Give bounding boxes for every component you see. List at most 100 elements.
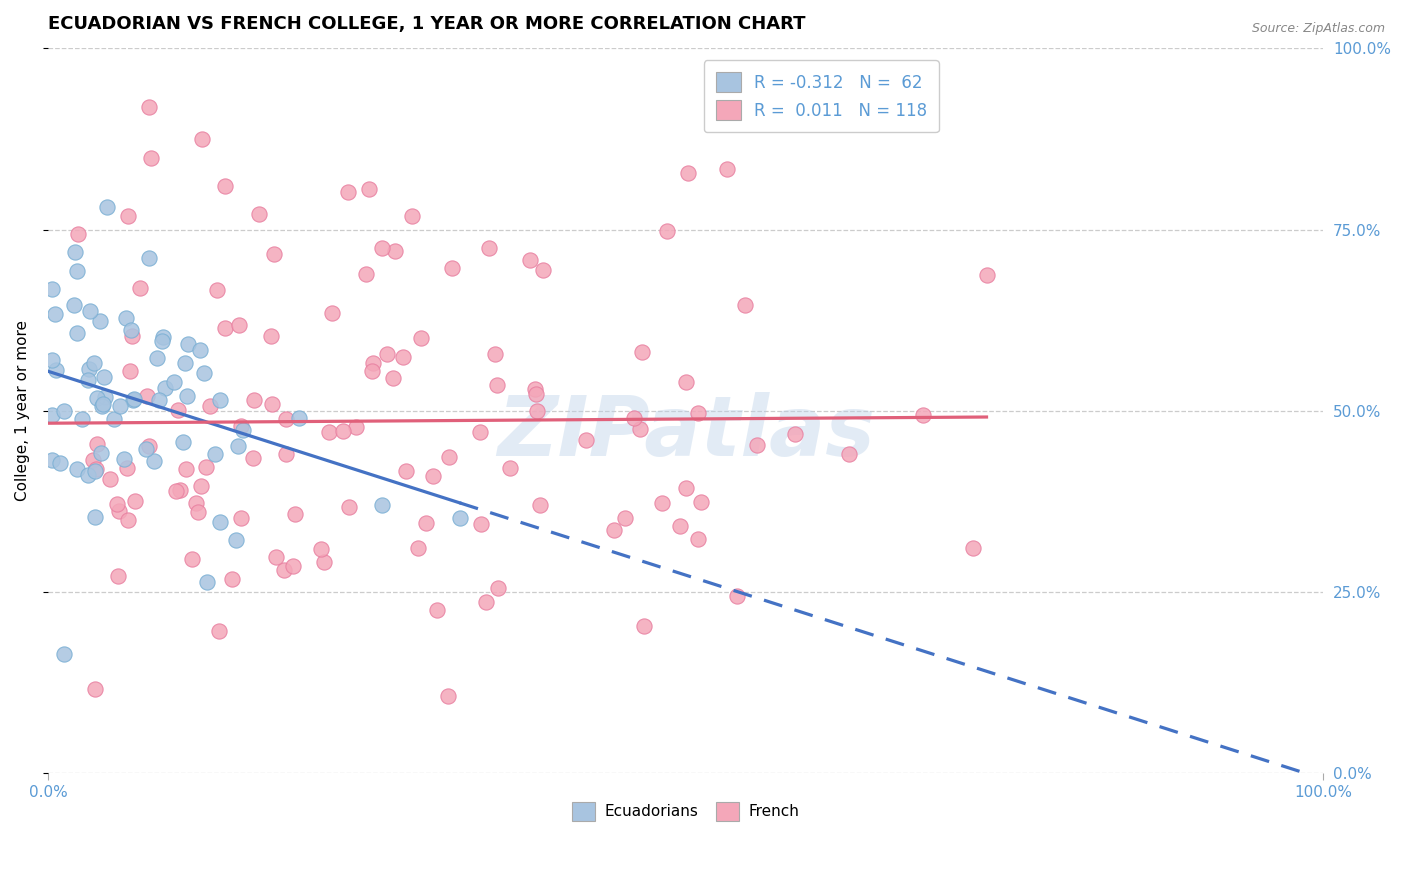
Point (628, 422, 651, 436)
Point (838, 447, 860, 461)
Point (478, 241, 501, 255)
Point (422, 469, 444, 483)
Point (337, 500, 360, 514)
Point (631, 344, 654, 359)
Point (688, 532, 710, 546)
Point (655, 224, 678, 238)
Point (321, 306, 343, 320)
Point (162, 375, 184, 389)
Point (384, 244, 406, 258)
Point (166, 402, 188, 417)
Point (208, 393, 231, 408)
Point (274, 411, 297, 425)
Point (669, 519, 692, 533)
Point (274, 446, 297, 460)
Point (441, 260, 464, 275)
Point (716, 161, 738, 176)
Point (105, 497, 128, 511)
Point (337, 185, 360, 199)
Point (475, 595, 498, 609)
Point (187, 505, 209, 519)
Point (519, 252, 541, 267)
Point (145, 351, 167, 365)
Point (91, 400, 114, 414)
Point (449, 510, 471, 524)
Point (214, 320, 236, 334)
Point (228, 318, 250, 332)
Point (84, 682, 107, 697)
Point (143, 453, 166, 467)
Point (67, 227, 90, 241)
Point (41, 353, 63, 368)
Point (65, 326, 87, 341)
Point (371, 241, 394, 255)
Point (115, 311, 138, 326)
Point (89, 314, 111, 328)
Point (912, 408, 935, 422)
Point (205, 283, 228, 297)
Point (468, 425, 491, 439)
Point (173, 356, 195, 370)
Point (613, 511, 636, 525)
Point (208, 624, 231, 638)
Point (83, 356, 105, 370)
Point (962, 541, 984, 556)
Point (361, 364, 384, 378)
Point (110, 399, 132, 413)
Point (208, 515, 231, 529)
Point (690, 495, 713, 509)
Point (406, 541, 429, 555)
Point (41, 408, 63, 422)
Point (211, 792, 233, 806)
Point (232, 423, 254, 437)
Point (678, 166, 700, 180)
Point (191, 132, 214, 146)
Point (264, 550, 287, 565)
Point (77, 468, 100, 483)
Point (623, 410, 645, 425)
Point (120, 364, 142, 378)
Point (44, 307, 66, 321)
Point (260, 329, 283, 343)
Point (84, 509, 107, 524)
Point (499, 461, 522, 475)
Point (229, 418, 252, 433)
Point (318, 425, 340, 439)
Point (72, 412, 94, 426)
Point (82, 452, 104, 467)
Point (195, 574, 218, 589)
Point (575, 433, 598, 447)
Point (354, 267, 377, 281)
Point (93, 390, 115, 404)
Point (48, 456, 70, 470)
Point (526, 404, 548, 418)
Point (195, 460, 218, 475)
Point (120, 323, 142, 337)
Point (363, 356, 385, 370)
Point (139, 151, 162, 165)
Point (176, 389, 198, 403)
Point (165, 483, 187, 498)
Point (103, 412, 125, 426)
Point (86, 436, 108, 450)
Point (79, 303, 101, 318)
Text: ZIPatlas: ZIPatlas (496, 392, 875, 473)
Point (675, 375, 697, 389)
Point (686, 406, 709, 420)
Point (198, 400, 221, 414)
Point (186, 496, 208, 510)
Point (53, 647, 76, 661)
Point (150, 334, 173, 348)
Point (288, 411, 311, 425)
Point (193, 367, 215, 381)
Point (135, 442, 157, 457)
Point (138, 251, 160, 265)
Text: ECUADORIAN VS FRENCH COLLEGE, 1 YEAR OR MORE CORRELATION CHART: ECUADORIAN VS FRENCH COLLEGE, 1 YEAR OR … (48, 15, 806, 33)
Point (177, 336, 200, 351)
Point (381, 371, 404, 385)
Point (41, 452, 63, 467)
Point (148, 393, 170, 408)
Point (395, 464, 418, 478)
Point (260, 397, 283, 411)
Point (437, 689, 460, 703)
